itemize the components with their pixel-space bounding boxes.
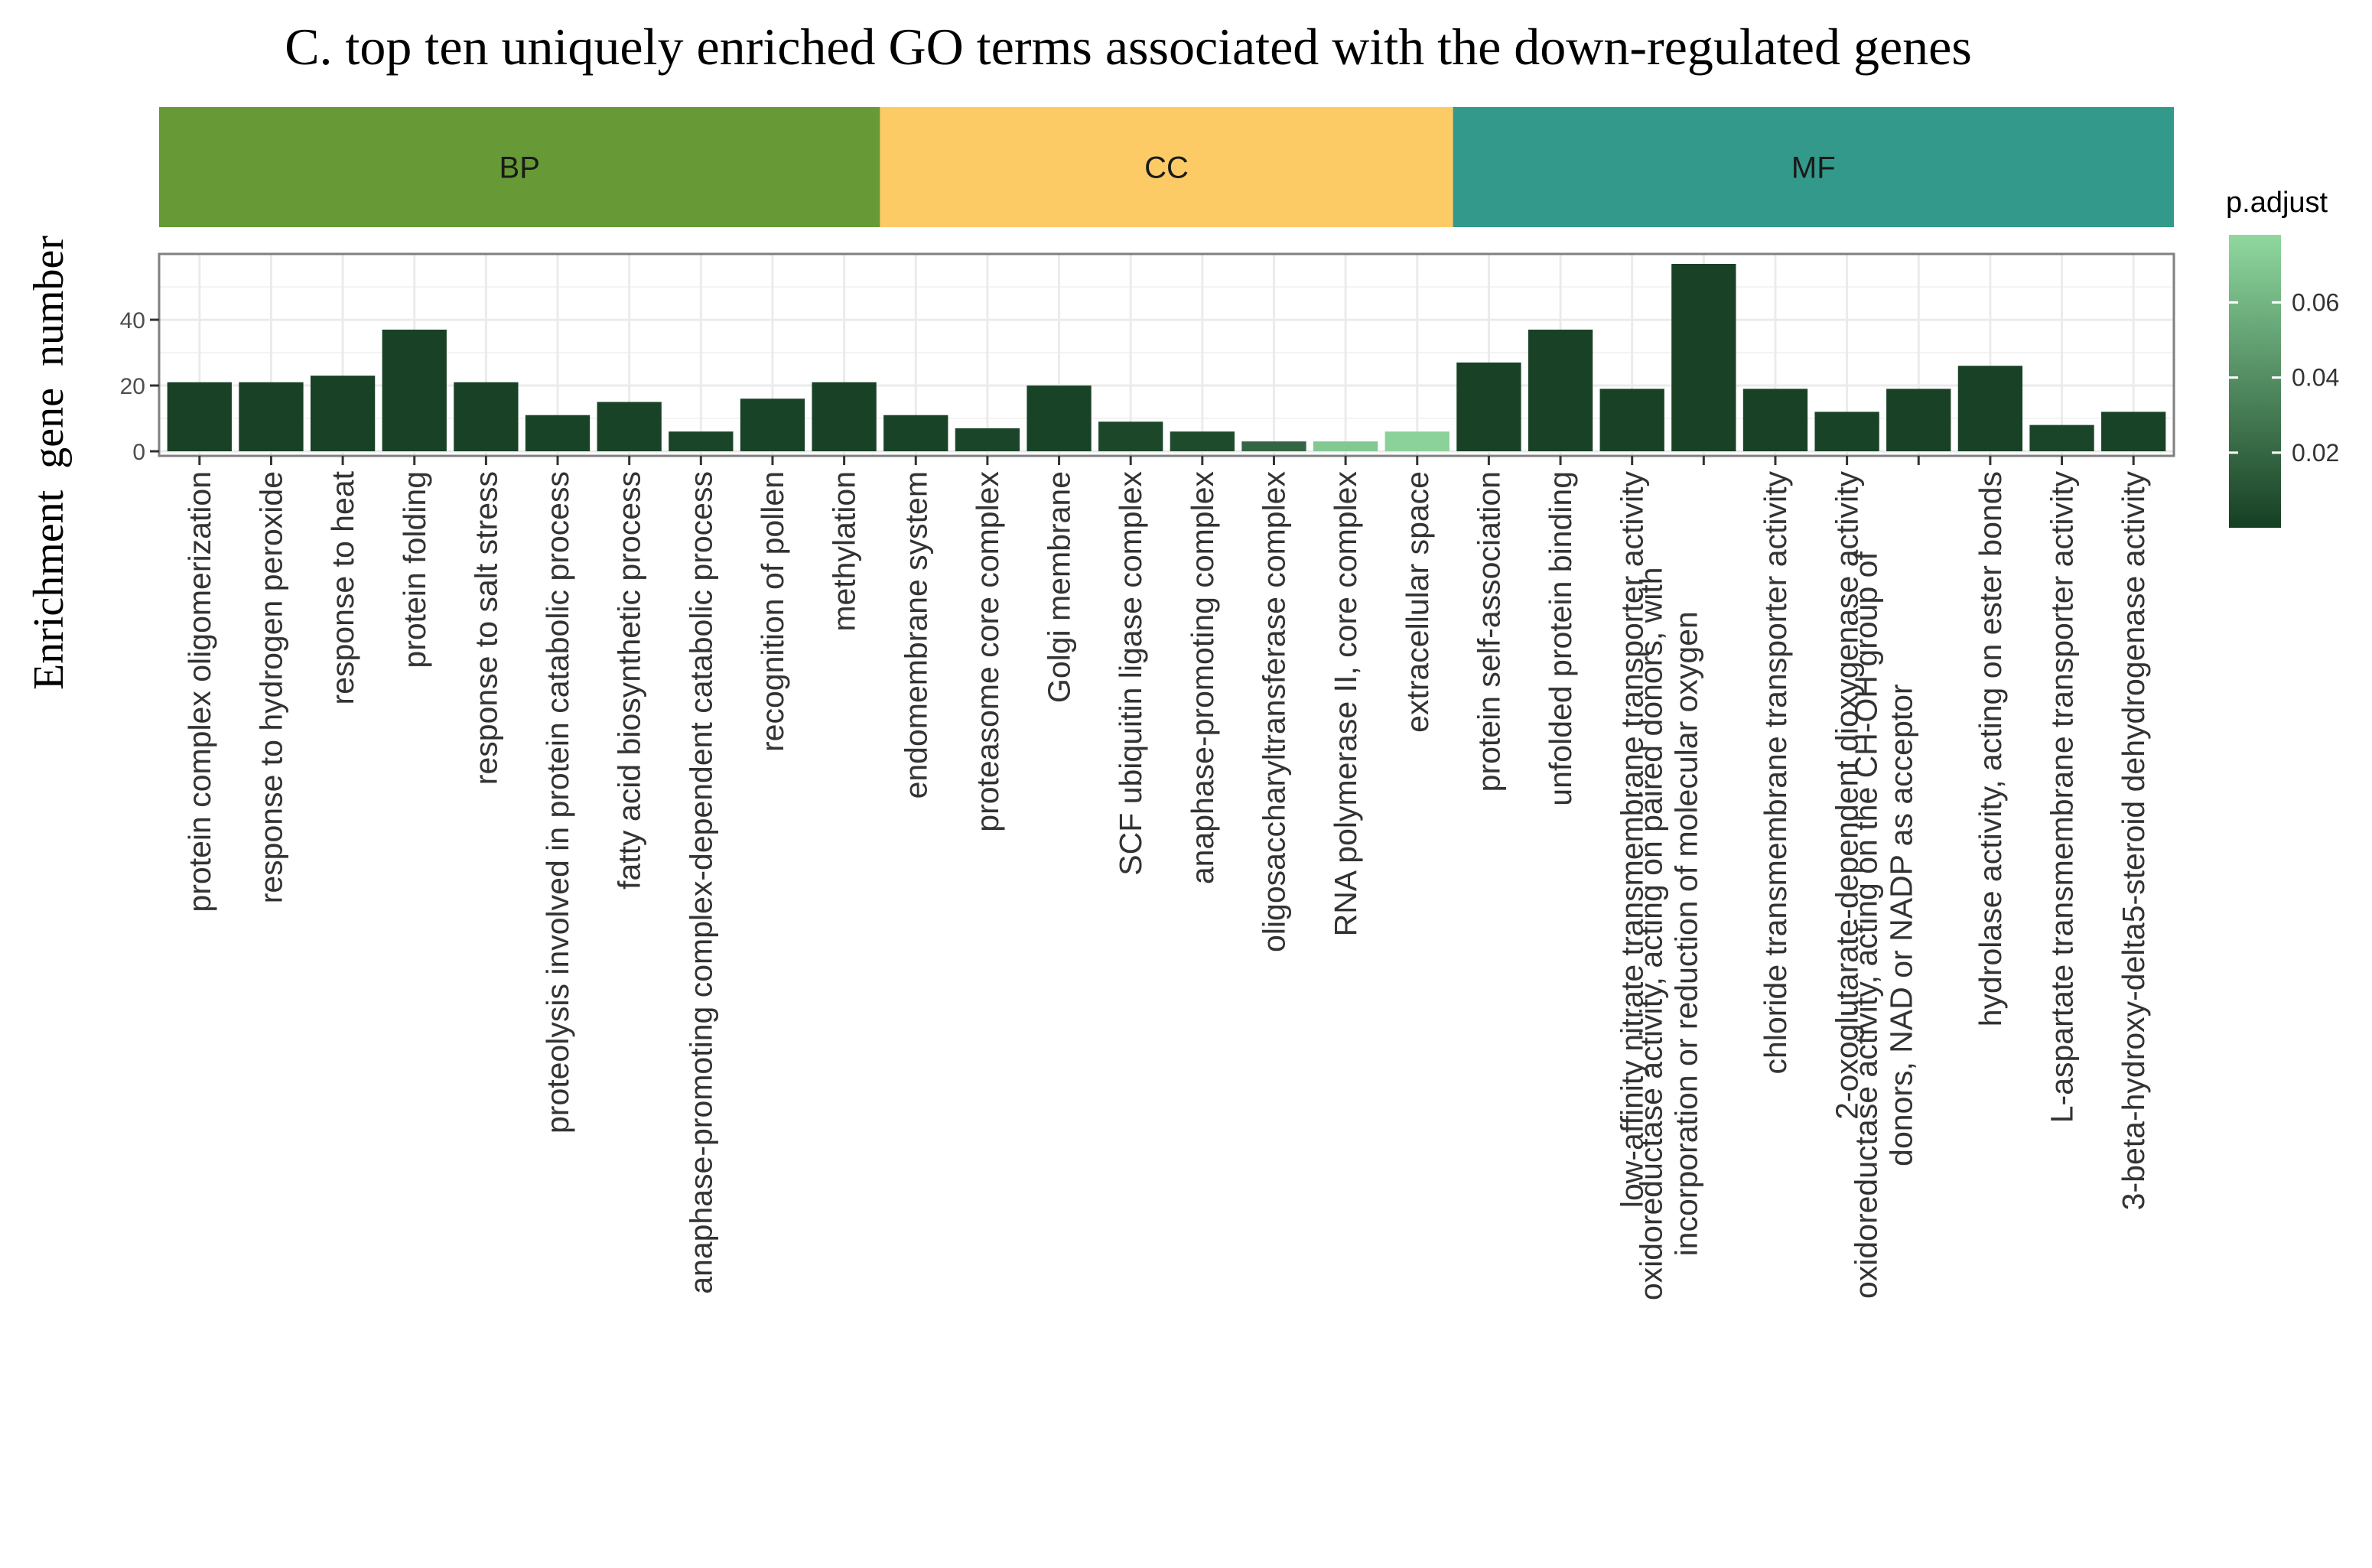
bar [1098, 421, 1163, 451]
bar [1384, 431, 1450, 451]
bar [1957, 366, 2023, 451]
bar [1671, 264, 1736, 451]
bar [2101, 412, 2166, 451]
bar [1241, 441, 1306, 451]
y-axis: 0 20 40 [120, 308, 159, 465]
x-tick-label: oligosaccharyltransferase complex [1256, 471, 1291, 952]
x-tick-label: proteasome core complex [970, 471, 1005, 832]
x-tick-label: extracellular space [1400, 471, 1435, 733]
bar [1027, 385, 1092, 451]
legend-title: p.adjust [2226, 187, 2328, 219]
x-tick-label: protein folding [397, 471, 432, 669]
bar [597, 402, 662, 451]
legend-tick-label: 0.02 [2292, 439, 2339, 467]
x-axis: protein complex oligomerization response … [182, 456, 2151, 1300]
facet-strip-bp [159, 107, 880, 227]
bar [955, 428, 1020, 451]
y-tick-label: 0 [132, 440, 145, 465]
panel-border [158, 252, 2175, 457]
bar [740, 399, 805, 451]
x-tick-label: 2-oxoglutarate-dependent dioxygenase act… [1830, 471, 1865, 1120]
legend: p.adjust 0.02 0.04 0.06 [2226, 187, 2339, 528]
bar [1742, 389, 1808, 451]
facet-label-cc: CC [1144, 151, 1189, 185]
x-tick-label: chloride transmembrane transporter activ… [1758, 471, 1793, 1075]
x-tick-label: unfolded protein binding [1543, 471, 1578, 806]
x-tick-label: anaphase-promoting complex-dependent cat… [683, 471, 718, 1294]
x-tick-label: fatty acid biosynthetic process [612, 471, 647, 890]
facet-label-mf: MF [1791, 151, 1836, 185]
bars [167, 264, 2166, 451]
x-tick-label: Golgi membrane [1042, 471, 1077, 703]
x-tick-label: response to salt stress [468, 471, 503, 785]
x-tick-label: protein self-association [1471, 471, 1506, 792]
x-tick-label: oxidoreductase activity, acting on the C… [1848, 551, 1918, 1300]
facet-strips: BP CC MF [159, 107, 2174, 227]
chart-title: C. top ten uniquely enriched GO terms as… [285, 18, 1972, 76]
bar [382, 329, 447, 451]
x-tick-label: low-affinity nitrate transmembrane trans… [1615, 471, 1650, 1209]
x-tick-label: anaphase-promoting complex [1185, 471, 1220, 885]
plot-panel [158, 252, 2175, 457]
x-tick-label: response to heat [325, 470, 360, 704]
x-tick-label: hydrolase activity, acting on ester bond… [1973, 471, 2008, 1026]
y-tick-label: 20 [120, 374, 145, 399]
bar [1528, 329, 1593, 451]
bar [1170, 431, 1235, 451]
colorbar [2229, 235, 2281, 528]
bar [239, 382, 304, 451]
x-tick-label: oxidoreductase activity, acting on paire… [1633, 567, 1703, 1300]
bar [1814, 412, 1879, 451]
x-tick-label: proteolysis involved in protein cataboli… [540, 471, 575, 1134]
bar [669, 431, 734, 451]
bar [525, 415, 591, 451]
bar [1456, 362, 1521, 451]
x-tick-label: methylation [827, 471, 862, 632]
y-tick-label: 40 [120, 308, 145, 333]
y-axis-label: Enrichment gene number [25, 236, 73, 690]
x-tick-label: protein complex oligomerization [182, 471, 217, 912]
x-tick-label: endomembrane system [898, 471, 933, 799]
legend-tick-label: 0.04 [2292, 364, 2339, 392]
bar [1886, 389, 1951, 451]
x-tick-label: SCF ubiquitin ligase complex [1113, 471, 1148, 876]
bar [167, 382, 232, 451]
x-tick-label: L-aspartate transmembrane transporter ac… [2045, 471, 2080, 1124]
bar [812, 382, 877, 451]
bar [883, 415, 948, 451]
bar [310, 376, 376, 451]
x-tick-label: RNA polymerase II, core complex [1328, 471, 1363, 937]
bar [454, 382, 519, 451]
facet-strip-cc [880, 107, 1453, 227]
facet-label-bp: BP [499, 151, 540, 185]
x-tick-label: response to hydrogen peroxide [253, 471, 288, 903]
bar [1599, 389, 1664, 451]
x-tick-label: recognition of pollen [755, 471, 790, 752]
bar [2029, 425, 2094, 451]
legend-tick-label: 0.06 [2292, 288, 2339, 316]
bar [1313, 441, 1378, 451]
x-tick-label: 3-beta-hydroxy-delta5-steroid dehydrogen… [2116, 471, 2151, 1211]
facet-strip-mf [1453, 107, 2174, 227]
